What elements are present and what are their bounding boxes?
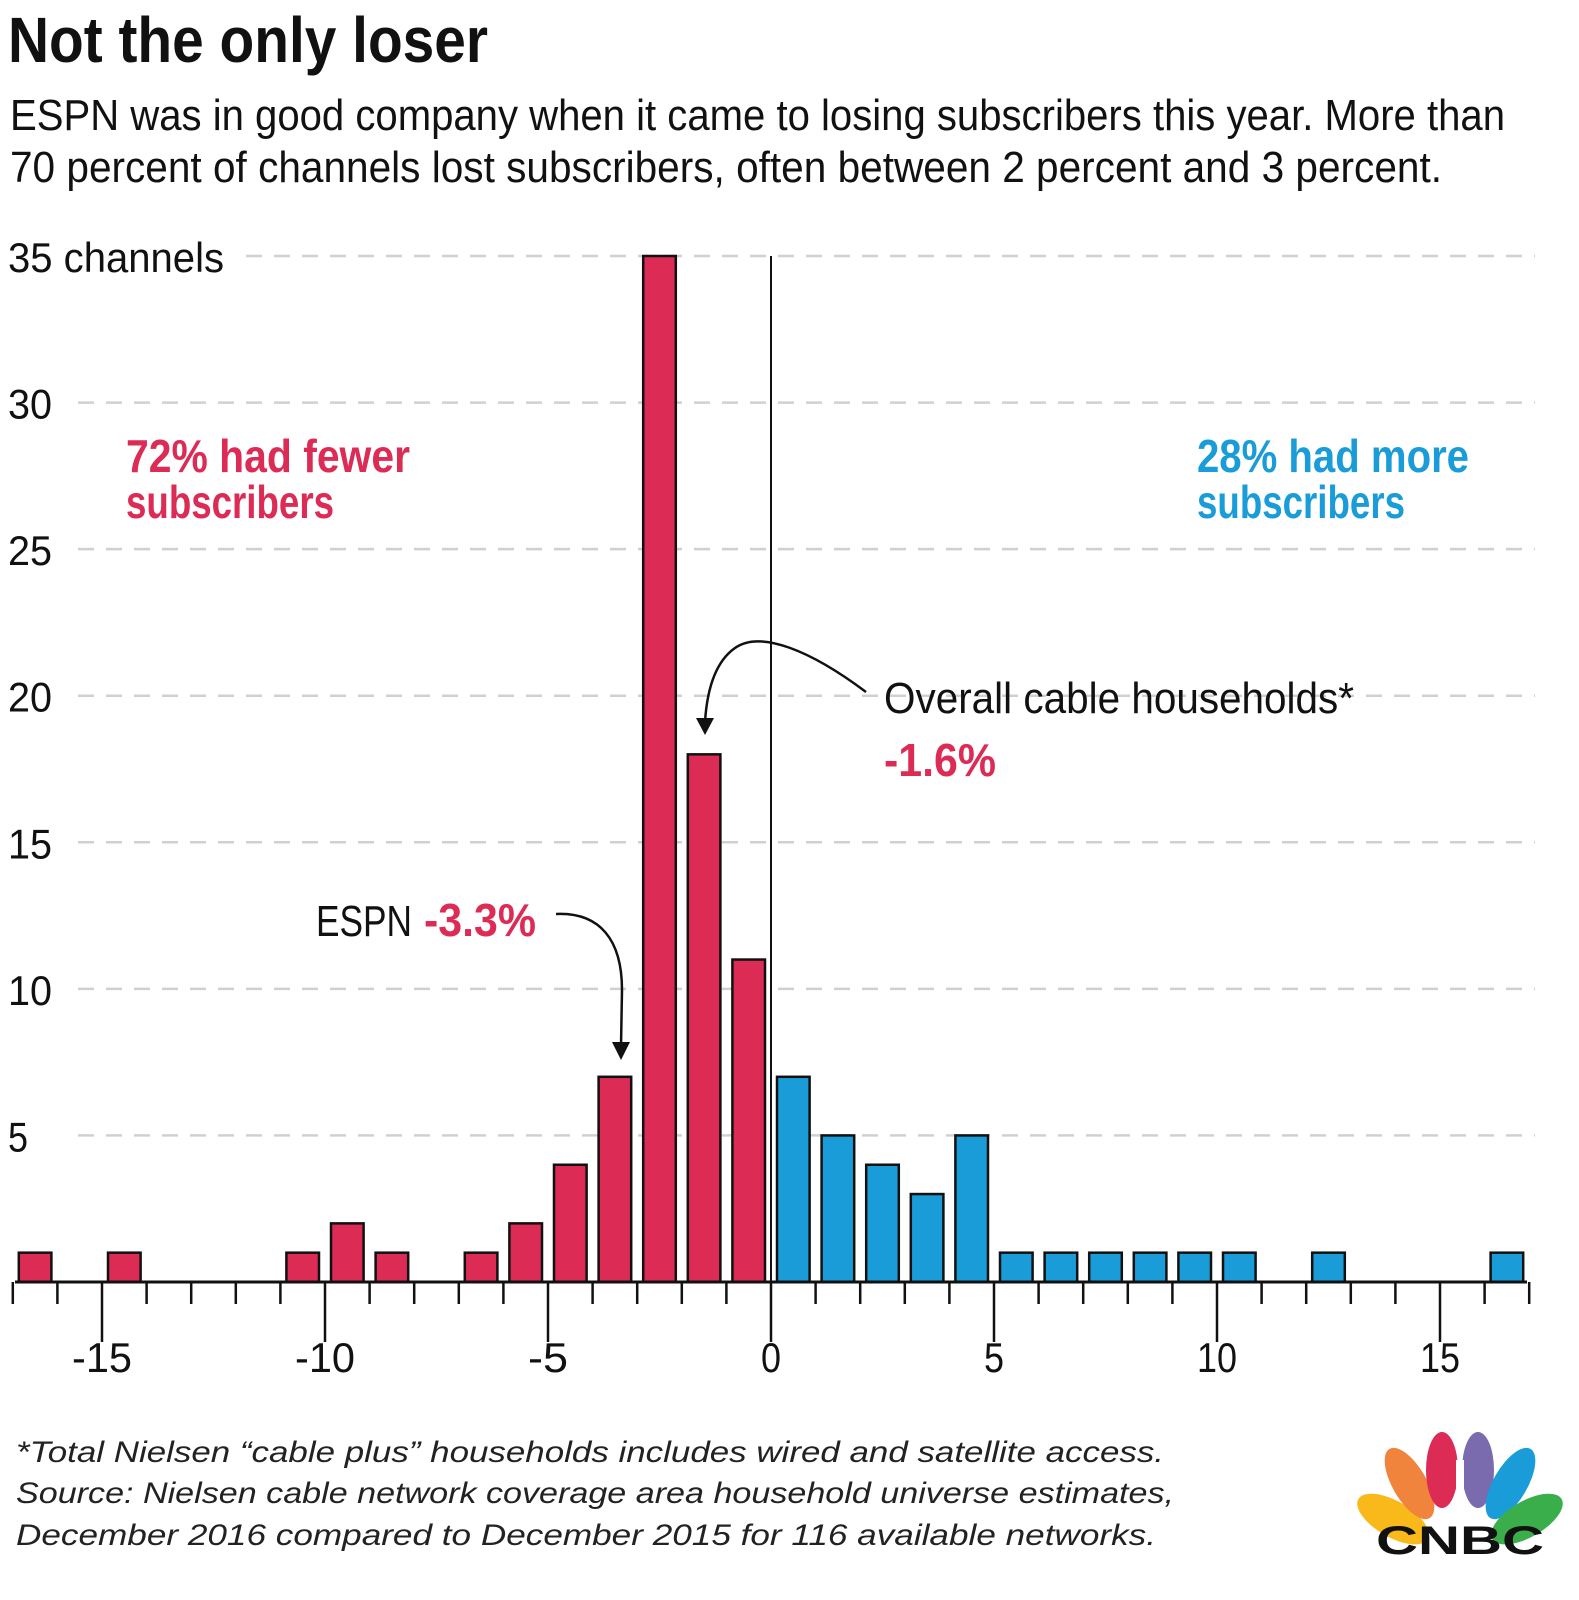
x-tick-label: -15 xyxy=(72,1334,132,1381)
histogram-bar xyxy=(954,1134,990,1284)
y-tick-label: 10 xyxy=(8,967,52,1014)
more-label-line-1: 28% had more xyxy=(1197,430,1469,482)
histogram-bar xyxy=(686,753,722,1284)
footnote-line-3: December 2016 compared to December 2015 … xyxy=(16,1519,1156,1552)
x-tick-label: -5 xyxy=(528,1334,568,1381)
histogram-bar xyxy=(463,1251,499,1284)
fewer-label-line-1: 72% had fewer xyxy=(126,430,410,482)
histogram-bar xyxy=(775,1075,811,1284)
y-tick-label: 25 xyxy=(8,527,52,574)
x-tick-label: 0 xyxy=(761,1334,781,1381)
footnote-line-2: Source: Nielsen cable network coverage a… xyxy=(16,1477,1174,1510)
x-tick-label: 5 xyxy=(984,1334,1004,1381)
y-tick-label: 35 channels xyxy=(8,234,224,281)
histogram-bar xyxy=(1221,1251,1257,1284)
x-tick-label: -10 xyxy=(295,1334,355,1381)
histogram-bar xyxy=(374,1251,410,1284)
x-tick-label: 15 xyxy=(1420,1334,1460,1381)
histogram-bar xyxy=(998,1251,1034,1284)
fewer-label-line-2: subscribers xyxy=(126,476,334,528)
y-axis: 5 10 15 20 25 30 35 channels xyxy=(8,234,224,1160)
y-tick-label: 15 xyxy=(8,820,52,867)
bars xyxy=(17,254,1525,1284)
histogram-bar xyxy=(106,1251,142,1284)
histogram-bar xyxy=(17,1251,53,1284)
histogram-bar xyxy=(1132,1251,1168,1284)
y-tick-label: 30 xyxy=(8,381,52,428)
overall-label: Overall cable households* xyxy=(884,674,1354,723)
histogram-bar xyxy=(820,1134,856,1284)
espn-arrowhead-icon xyxy=(612,1042,630,1060)
histogram-bar xyxy=(731,958,767,1284)
overall-arrow xyxy=(703,640,867,723)
histogram-bar xyxy=(909,1192,945,1284)
svg-text:CNBC: CNBC xyxy=(1376,1519,1544,1563)
overall-value: -1.6% xyxy=(884,734,996,786)
subtitle-line-2: 70 percent of channels lost subscribers,… xyxy=(10,143,1442,192)
histogram-bar xyxy=(329,1222,365,1284)
y-tick-label: 20 xyxy=(8,674,52,721)
subtitle-line-1: ESPN was in good company when it came to… xyxy=(10,91,1505,140)
x-axis: -15 -10 -5 0 5 10 15 xyxy=(11,1280,1531,1381)
histogram-bar xyxy=(1043,1251,1079,1284)
histogram-bar xyxy=(1489,1251,1525,1284)
overall-arrowhead-icon xyxy=(696,718,714,735)
histogram-bar xyxy=(1087,1251,1124,1284)
x-tick-label: 10 xyxy=(1197,1334,1237,1381)
histogram-bar xyxy=(552,1163,588,1284)
more-label-line-2: subscribers xyxy=(1197,476,1405,528)
histogram-bar xyxy=(864,1163,901,1284)
histogram-bar xyxy=(508,1222,544,1284)
cnbc-logo: CNBC xyxy=(1357,1432,1563,1563)
histogram-bar xyxy=(597,1075,633,1284)
espn-value: -3.3% xyxy=(424,894,536,946)
chart-title: Not the only loser xyxy=(8,4,488,76)
histogram-bar xyxy=(285,1251,321,1284)
histogram-bar xyxy=(1177,1251,1213,1284)
histogram-bar xyxy=(1310,1251,1347,1284)
gridlines xyxy=(78,254,1535,1137)
y-tick-label: 5 xyxy=(8,1113,28,1160)
espn-arrow xyxy=(555,912,624,1047)
histogram-bar xyxy=(641,254,678,1284)
espn-label: ESPN xyxy=(316,897,412,946)
footnote-line-1: *Total Nielsen “cable plus” households i… xyxy=(16,1436,1164,1469)
